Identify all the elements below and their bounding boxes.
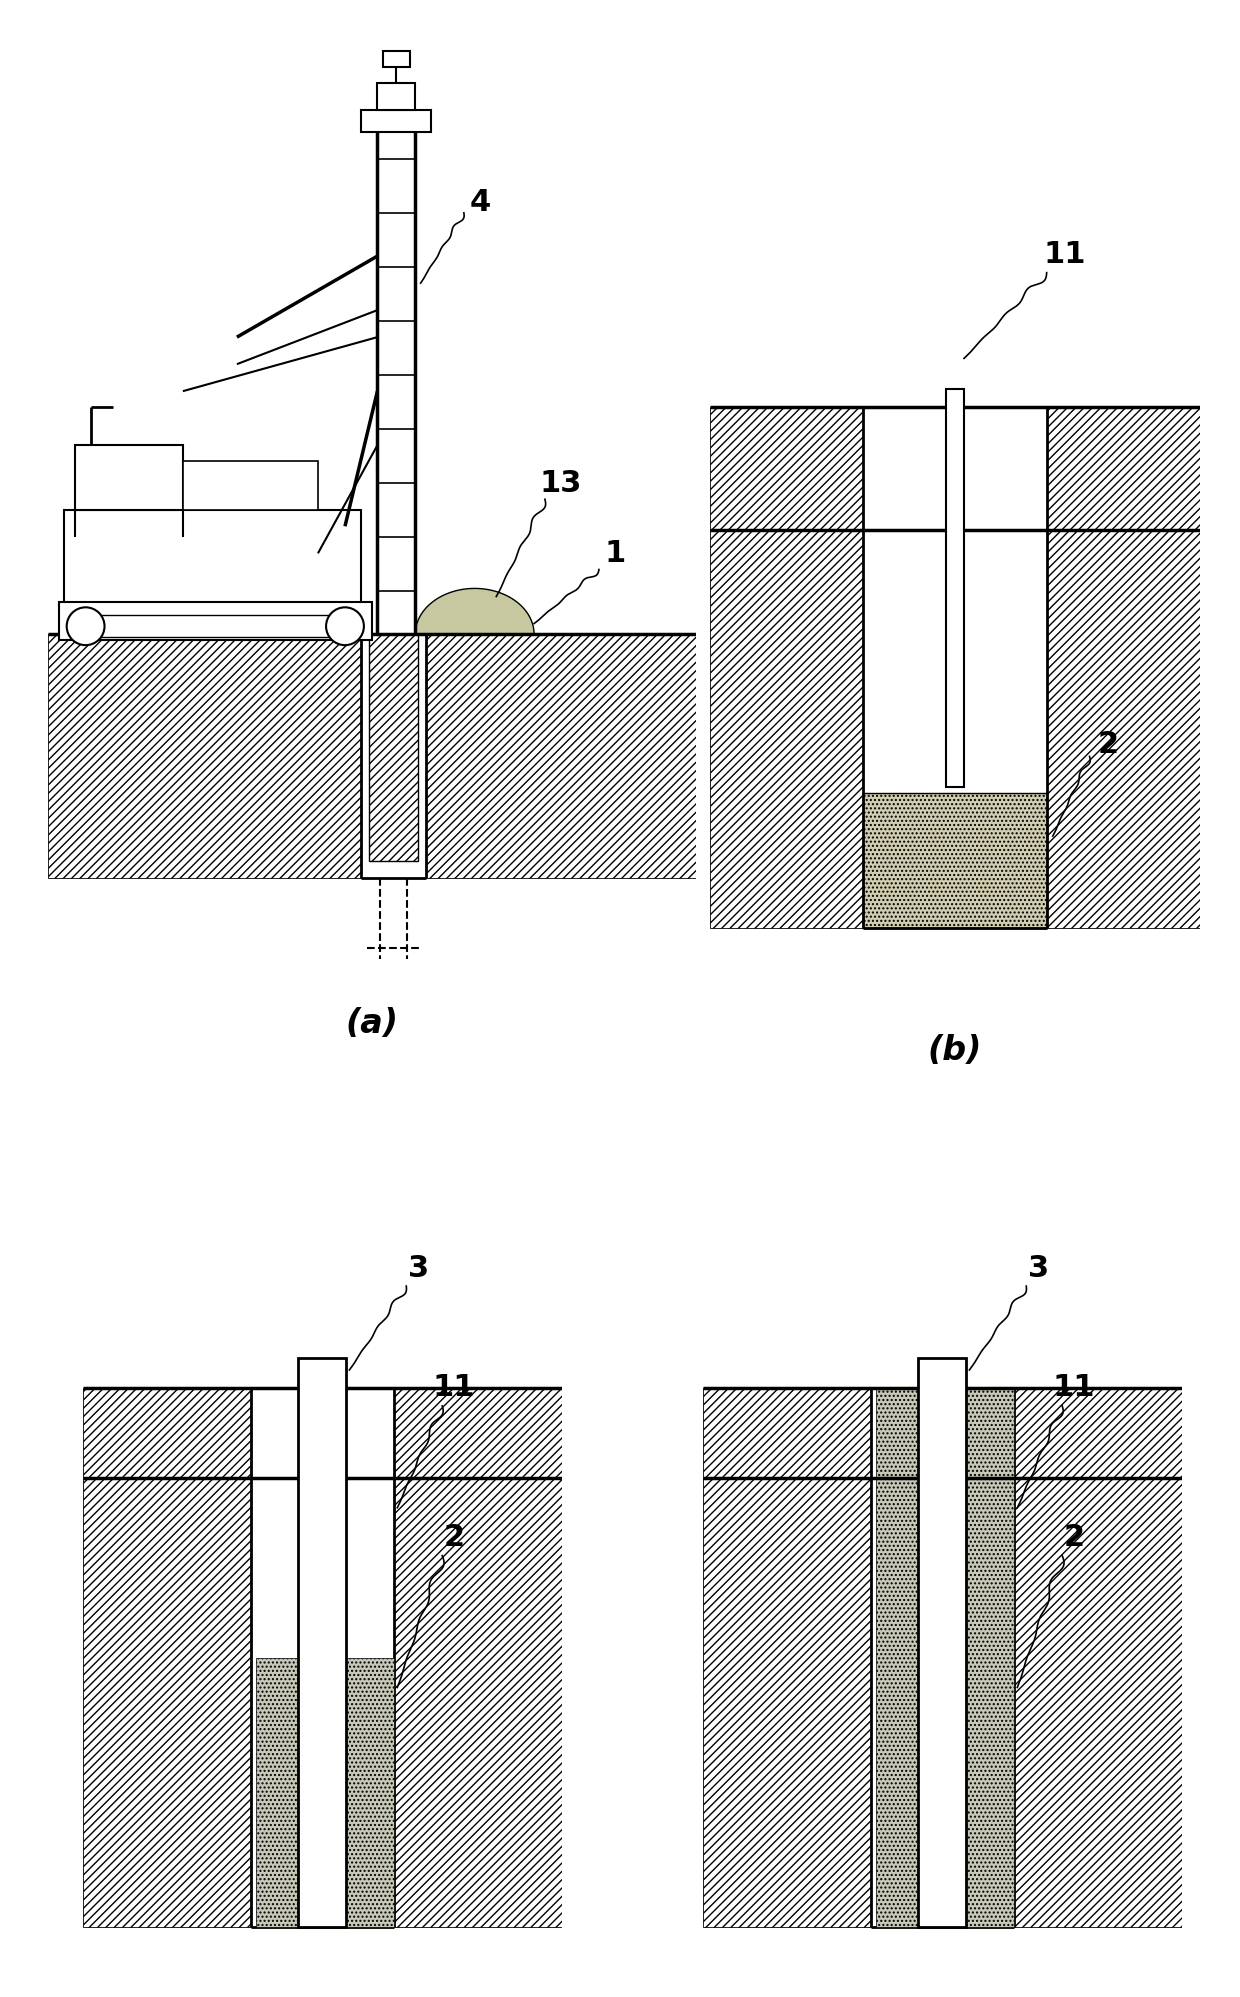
Bar: [709, 407, 863, 529]
Text: 2: 2: [1097, 729, 1118, 759]
Bar: [863, 793, 1047, 929]
Bar: [58, 601, 372, 639]
Bar: [83, 1388, 250, 1478]
Text: 3: 3: [408, 1254, 429, 1282]
Bar: [370, 635, 418, 861]
Bar: [966, 1388, 1014, 1927]
Circle shape: [67, 607, 104, 645]
Bar: [361, 110, 432, 132]
Bar: [709, 529, 863, 929]
Text: (a): (a): [346, 1006, 398, 1040]
Bar: [1047, 407, 1200, 529]
Bar: [919, 1358, 966, 1927]
Text: 3: 3: [1028, 1254, 1049, 1282]
Bar: [1047, 529, 1200, 929]
Bar: [74, 445, 182, 509]
Bar: [64, 509, 361, 607]
Bar: [946, 389, 963, 787]
Text: 11: 11: [1053, 1374, 1095, 1402]
Bar: [703, 1388, 870, 1478]
Text: 11: 11: [433, 1374, 475, 1402]
Bar: [83, 1478, 250, 1927]
Bar: [427, 635, 696, 877]
Text: 2: 2: [1064, 1524, 1085, 1552]
Bar: [86, 615, 345, 637]
Text: 11: 11: [1044, 240, 1086, 270]
Bar: [394, 1478, 562, 1927]
Text: 4: 4: [470, 188, 491, 216]
Bar: [877, 1388, 919, 1927]
Bar: [48, 635, 361, 877]
Bar: [1014, 1478, 1182, 1927]
Bar: [394, 1388, 562, 1478]
Bar: [1014, 1388, 1182, 1478]
Text: 2: 2: [444, 1524, 465, 1552]
Bar: [383, 50, 410, 68]
Bar: [346, 1658, 394, 1927]
Text: (b): (b): [928, 1034, 982, 1066]
Text: 13: 13: [539, 469, 583, 497]
Bar: [377, 84, 415, 110]
Circle shape: [326, 607, 363, 645]
Text: 1: 1: [605, 539, 626, 567]
Bar: [703, 1478, 870, 1927]
Bar: [182, 461, 317, 509]
Bar: [299, 1358, 346, 1927]
Polygon shape: [415, 589, 534, 635]
Bar: [257, 1658, 299, 1927]
